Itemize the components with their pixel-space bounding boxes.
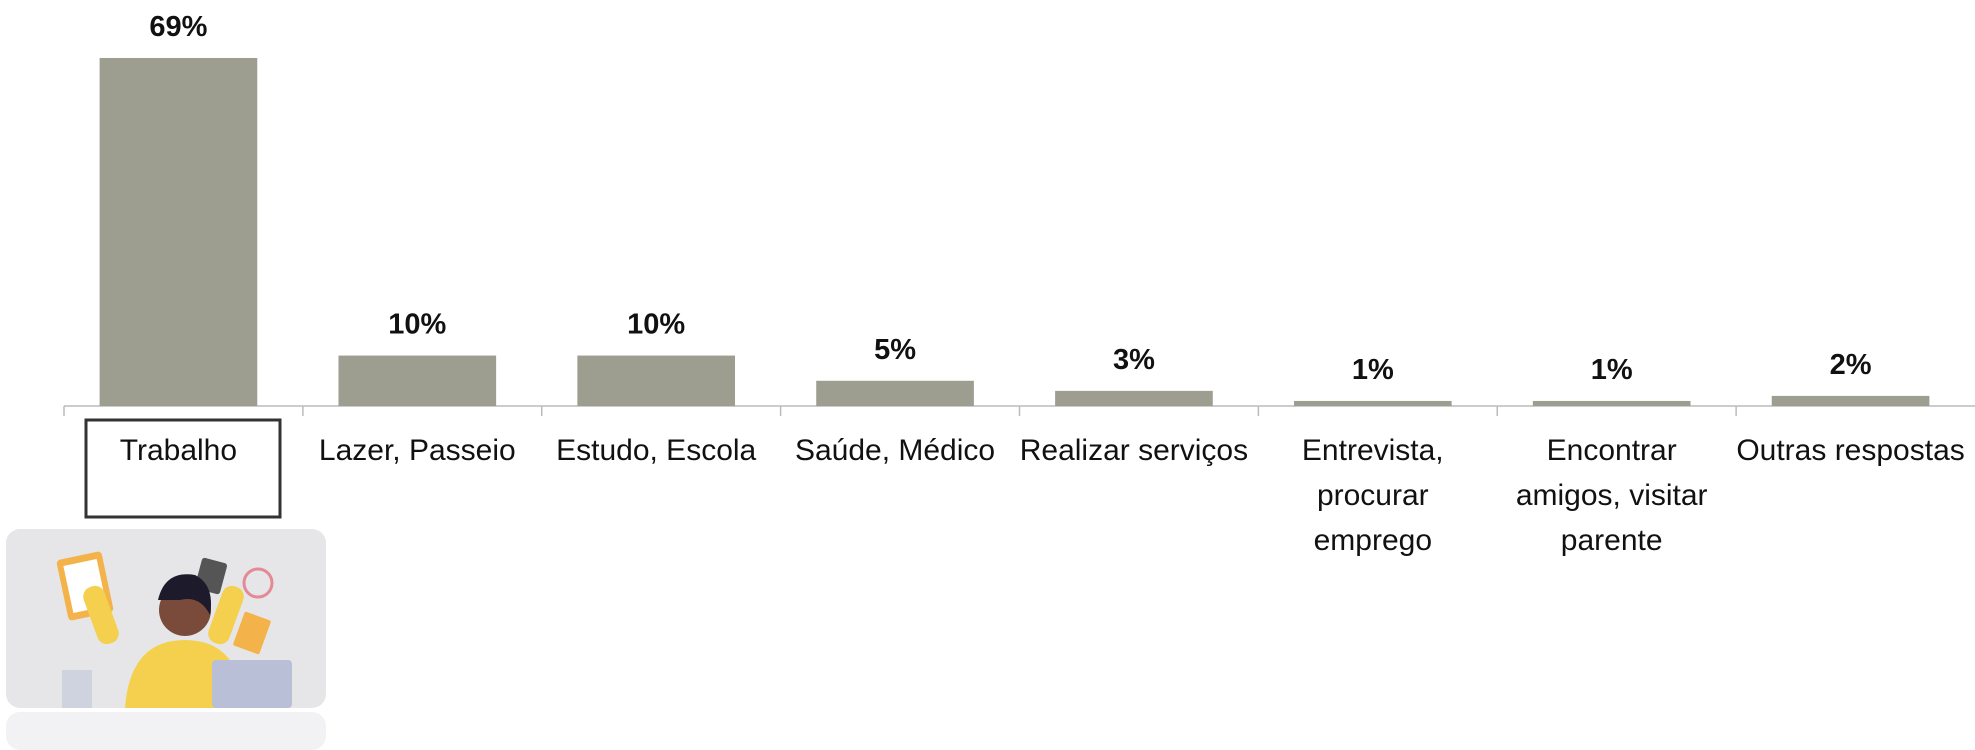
bar <box>99 58 258 406</box>
value-label: 5% <box>874 334 916 366</box>
illustration <box>6 529 326 750</box>
bar <box>338 355 497 406</box>
x-tick-label: Encontrar amigos, visitar parente <box>1515 434 1708 557</box>
bar <box>1532 400 1691 406</box>
bar <box>816 380 974 406</box>
value-label: 69% <box>149 11 207 43</box>
value-label: 1% <box>1591 354 1633 386</box>
x-tick-label: Entrevista, procurar emprego <box>1301 434 1444 557</box>
x-tick-label: Lazer, Passeio <box>318 434 516 467</box>
x-tick-label: Saúde, Médico <box>794 434 996 467</box>
value-label: 10% <box>388 309 446 341</box>
value-label: 1% <box>1352 354 1394 386</box>
bar <box>1293 400 1452 406</box>
x-tick-label: Realizar serviços <box>1019 434 1249 467</box>
bar <box>1771 395 1930 406</box>
value-label: 10% <box>627 309 685 341</box>
value-label: 2% <box>1830 349 1872 381</box>
bar <box>1055 390 1213 406</box>
x-tick-label: Trabalho <box>119 434 238 467</box>
x-tick-label: Estudo, Escola <box>556 434 757 467</box>
highlight-box <box>84 418 282 519</box>
value-label: 3% <box>1113 344 1155 376</box>
x-tick-label: Outras respostas <box>1736 434 1965 467</box>
bar <box>577 355 736 406</box>
